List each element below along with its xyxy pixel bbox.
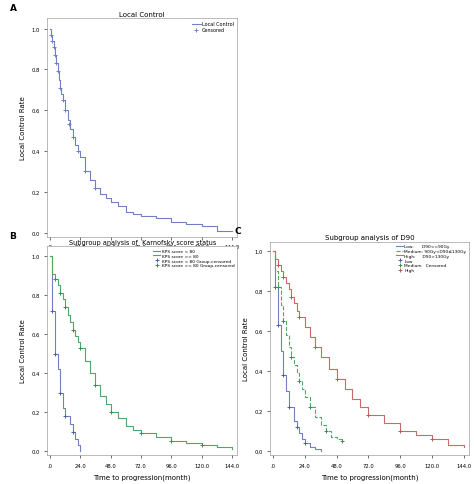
KPS score >= 80 Group-censored <box>70 328 75 333</box>
Legend: Local Control, Censored: Local Control, Censored <box>191 22 235 34</box>
KPS score < 80 Group-censored <box>62 413 68 419</box>
KPS score >= 80 Group-censored <box>52 277 58 283</box>
KPS score >= 80 Group-censored <box>57 290 63 296</box>
KPS score < 80 <box>73 429 78 435</box>
KPS score >= 80 <box>115 415 121 421</box>
KPS score < 80 Group-censored <box>70 429 75 435</box>
Censored <box>50 39 55 45</box>
KPS score < 80 <box>50 308 55 314</box>
KPS score < 80 <box>57 390 63 395</box>
KPS score < 80 <box>55 351 60 357</box>
KPS score < 80 <box>60 406 65 411</box>
KPS score < 80 <box>77 448 83 454</box>
KPS score < 80 <box>73 437 78 442</box>
Title: Subgroup analysis of  Karnofsky score status: Subgroup analysis of Karnofsky score sta… <box>69 239 216 245</box>
KPS score >= 80 <box>229 446 235 452</box>
KPS score >= 80 Group-censored <box>138 431 144 437</box>
KPS score < 80 <box>50 254 55 259</box>
KPS score >= 80 Group-censored <box>62 304 68 310</box>
KPS score >= 80 Group-censored <box>108 409 113 415</box>
KPS score < 80 <box>62 413 68 419</box>
X-axis label: Time to progression(month): Time to progression(month) <box>321 473 419 480</box>
KPS score < 80 <box>67 413 73 419</box>
X-axis label: Time to progression(month): Time to progression(month) <box>93 256 191 262</box>
Y-axis label: Local Control Rate: Local Control Rate <box>20 96 26 160</box>
KPS score >= 80 <box>52 271 58 277</box>
Censored <box>62 108 68 114</box>
Line: KPS score < 80: KPS score < 80 <box>50 257 80 451</box>
Censored <box>57 86 63 91</box>
Text: B: B <box>9 231 17 241</box>
Line: KPS score < 80 Group-censored: KPS score < 80 Group-censored <box>51 309 74 433</box>
KPS score < 80 <box>77 442 83 448</box>
Censored <box>51 45 56 51</box>
KPS score < 80 <box>67 421 73 427</box>
Local Control <box>73 143 78 149</box>
Censored <box>66 122 72 128</box>
Censored <box>48 33 54 39</box>
KPS score < 80 Group-censored <box>57 390 63 395</box>
KPS score < 80 <box>47 254 53 259</box>
KPS score >= 80 Group-censored <box>168 439 174 444</box>
Censored <box>75 149 81 154</box>
Censored <box>60 98 65 104</box>
KPS score < 80 Group-censored <box>50 308 55 314</box>
Title: Subgroup analysis of D90: Subgroup analysis of D90 <box>325 234 415 240</box>
Title: Local Control: Local Control <box>119 12 165 17</box>
KPS score >= 80 <box>47 254 53 259</box>
Censored <box>92 185 98 191</box>
KPS score < 80 <box>62 406 68 411</box>
Local Control <box>52 53 58 59</box>
Local Control <box>229 228 235 234</box>
Legend: Low:      D90<=90Gy, Medium: 90Gy<D90≤130Gy, High:     D90>130Gy, Low, Medium   : Low: D90<=90Gy, Medium: 90Gy<D90≤130Gy, … <box>396 244 467 273</box>
KPS score < 80 <box>57 366 63 372</box>
Line: Censored: Censored <box>49 34 97 190</box>
KPS score < 80 <box>60 390 65 395</box>
Line: KPS score >= 80 Group-censored: KPS score >= 80 Group-censored <box>53 278 203 447</box>
X-axis label: Time to progression(month): Time to progression(month) <box>93 473 191 480</box>
Legend: KPS score < 80, KPS score >= 80, KPS score < 80 Group-censored, KPS score >= 80 : KPS score < 80, KPS score >= 80, KPS sco… <box>153 249 235 268</box>
Local Control <box>214 228 219 234</box>
Y-axis label: Local Control Rate: Local Control Rate <box>243 317 248 380</box>
KPS score < 80 <box>52 351 58 357</box>
Y-axis label: Local Control Rate: Local Control Rate <box>20 319 26 383</box>
KPS score < 80 <box>75 437 81 442</box>
KPS score < 80 <box>75 442 81 448</box>
KPS score < 80 <box>70 421 75 427</box>
Censored <box>54 61 59 67</box>
KPS score < 80 <box>52 308 58 314</box>
Line: KPS score >= 80: KPS score >= 80 <box>50 257 232 449</box>
KPS score >= 80 <box>123 415 128 421</box>
KPS score >= 80 Group-censored <box>92 382 98 388</box>
Local Control <box>54 61 59 67</box>
KPS score >= 80 <box>77 345 83 351</box>
KPS score < 80 Group-censored <box>52 351 58 357</box>
Local Control <box>123 210 128 216</box>
Local Control <box>199 222 204 228</box>
Censored <box>52 53 58 59</box>
KPS score >= 80 <box>50 271 55 277</box>
KPS score >= 80 Group-censored <box>77 345 83 351</box>
Local Control <box>70 126 75 132</box>
Text: A: A <box>9 4 17 13</box>
KPS score < 80 <box>55 366 60 372</box>
Censored <box>70 135 75 140</box>
Local Control <box>47 27 53 32</box>
Censored <box>55 69 60 75</box>
KPS score < 80 <box>70 429 75 435</box>
Line: Local Control: Local Control <box>50 30 232 231</box>
Censored <box>82 169 88 175</box>
Text: C: C <box>234 227 241 236</box>
KPS score >= 80 Group-censored <box>199 442 204 448</box>
KPS score >= 80 <box>67 312 73 318</box>
